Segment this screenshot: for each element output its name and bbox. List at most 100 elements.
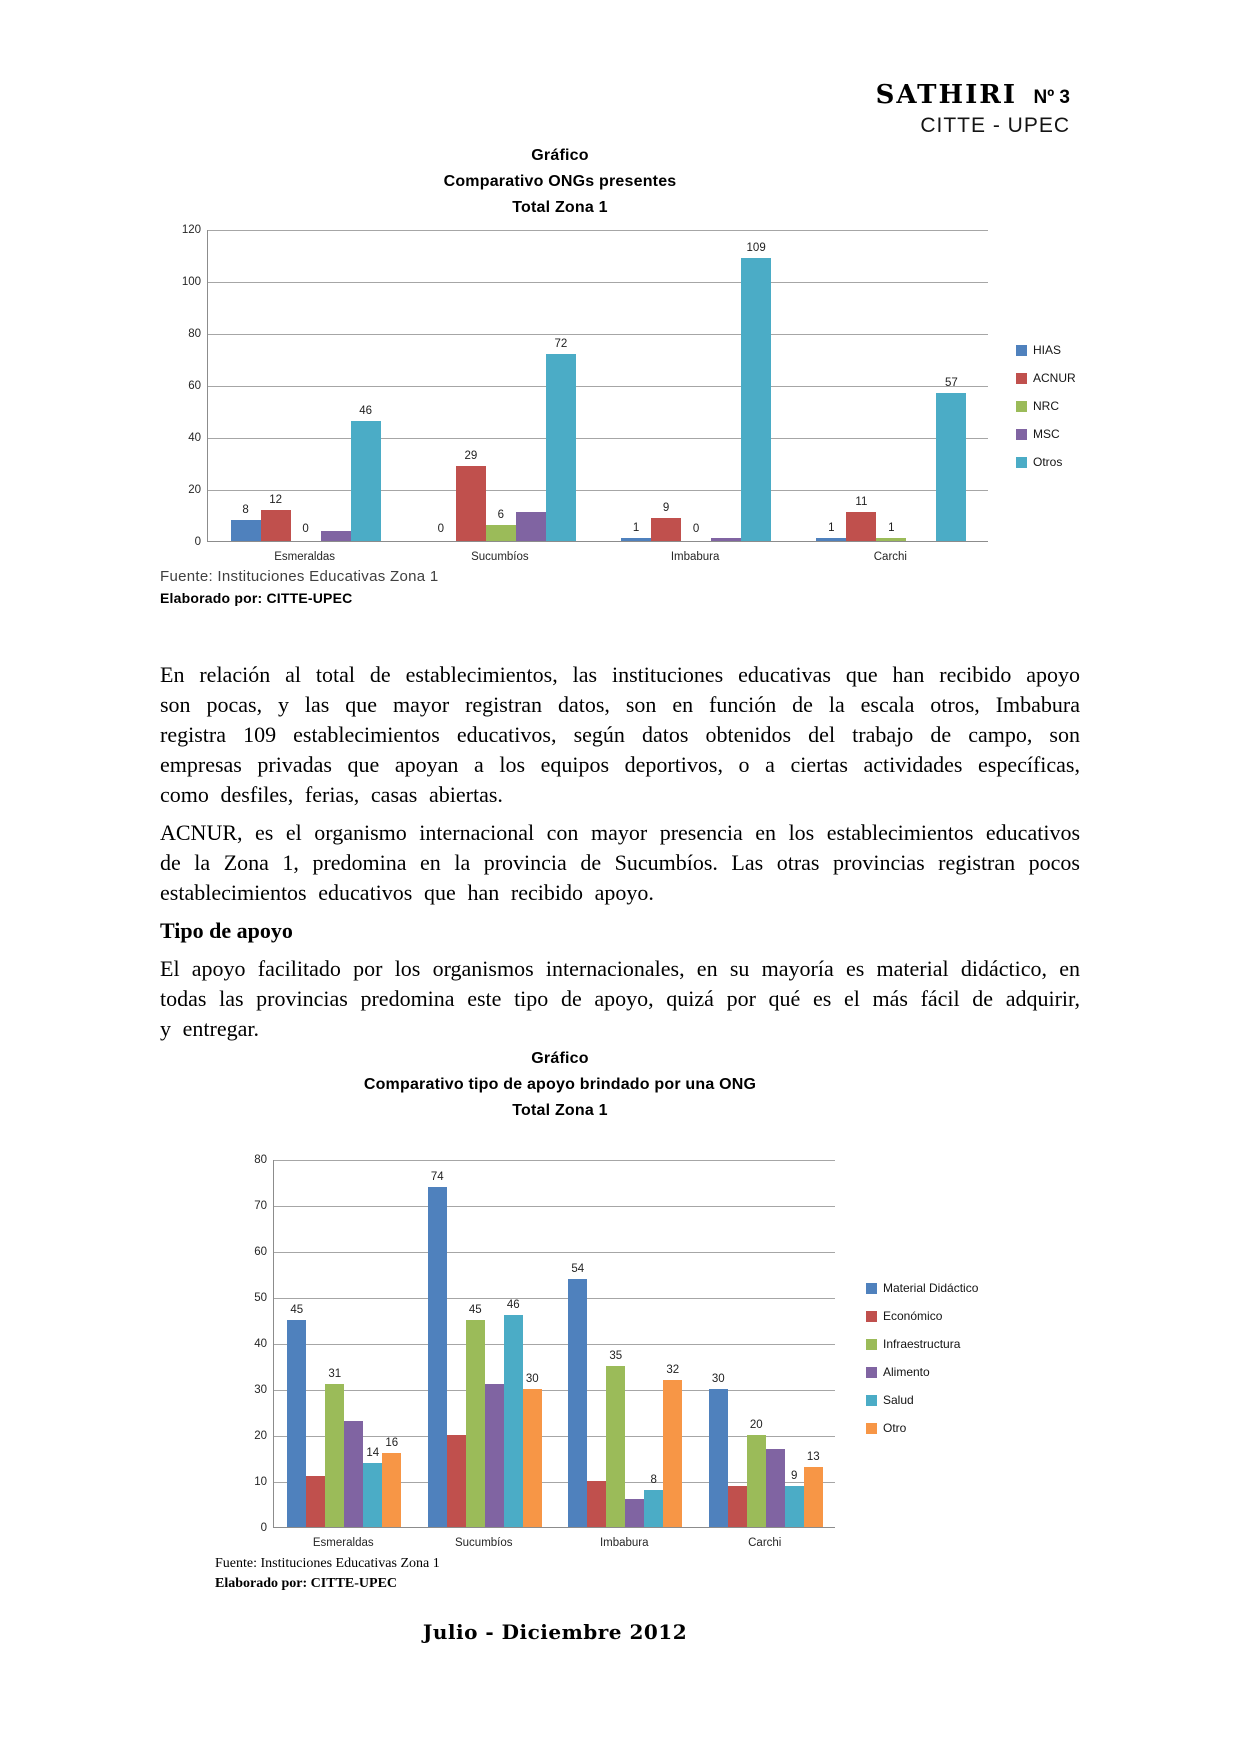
bar-value-label: 12	[269, 493, 283, 506]
bar-slot	[446, 1160, 466, 1527]
legend-item-material-didactico: Material Didáctico	[866, 1281, 978, 1295]
bar-slot: 109	[741, 230, 772, 541]
bar-slot: 74	[427, 1160, 447, 1527]
bar-value-label: 45	[290, 1304, 304, 1316]
chart1-title: Gráfico Comparativo ONGs presentes Total…	[160, 143, 960, 221]
chart1-source-block: Fuente: Instituciones Educativas Zona 1 …	[160, 568, 439, 606]
bar-infraestructura-imbabura	[606, 1366, 626, 1527]
bar-nrc-carchi	[876, 538, 907, 541]
y-axis-tick: 100	[181, 276, 201, 288]
bar-slot: 0	[681, 230, 711, 541]
bar-value-label: 30	[711, 1373, 725, 1385]
bar-otro-sucumbios	[522, 1389, 542, 1527]
bar-slot	[711, 230, 742, 541]
bar-economico-esmeraldas	[306, 1476, 326, 1527]
bar-slot: 16	[382, 1160, 402, 1527]
bar-salud-imbabura	[644, 1490, 664, 1527]
bar-acnur-sucumbios	[455, 465, 486, 541]
bar-slot	[625, 1160, 645, 1527]
bar-slot	[344, 1160, 364, 1527]
bar-group-sucumbios: 0 29 6 72	[403, 230, 598, 541]
bar-value-label: 30	[525, 1373, 539, 1385]
bar-slot: 1	[816, 230, 847, 541]
x-axis-label-imbabura: Imbabura	[599, 1537, 649, 1549]
bar-salud-esmeraldas	[363, 1462, 383, 1527]
bar-slot	[306, 1160, 326, 1527]
gridline	[274, 1482, 835, 1483]
bar-value-label: 9	[791, 1469, 798, 1482]
bar-slot: 72	[545, 230, 576, 541]
bar-value-label: 1	[632, 522, 640, 535]
issue-number: Nº 3	[1033, 87, 1070, 108]
legend-swatch-economico	[866, 1310, 877, 1322]
y-axis-tick: 20	[188, 484, 201, 496]
bar-hias-carchi	[816, 538, 847, 541]
gridline	[274, 1390, 835, 1391]
y-axis-tick: 0	[194, 536, 201, 548]
y-axis-tick: 20	[254, 1430, 267, 1442]
bar-group-esmeraldas: 45 31 14 16	[274, 1160, 415, 1527]
legend-swatch-otro	[866, 1422, 877, 1434]
bar-value-label: 46	[359, 405, 373, 418]
chart2-title-line2: Comparativo tipo de apoyo brindado por u…	[363, 1076, 757, 1093]
legend-item-infraestructura: Infraestructura	[866, 1337, 960, 1351]
bar-otros-esmeraldas	[350, 421, 381, 541]
chart1-elaborated-by: Elaborado por: CITTE-UPEC	[160, 590, 353, 606]
bar-slot: 46	[350, 230, 381, 541]
legend-item-nrc: NRC	[1016, 399, 1059, 413]
bar-group-sucumbios: 74 45 46 30	[415, 1160, 556, 1527]
legend-item-otros: Otros	[1016, 455, 1062, 469]
legend-swatch-otros	[1016, 456, 1027, 468]
paragraph-3: El apoyo facilitado por los organismos i…	[160, 956, 1080, 1041]
bar-value-label: 20	[749, 1419, 763, 1431]
gridline	[208, 230, 988, 231]
legend-label-alimento: Alimento	[883, 1365, 930, 1379]
bar-value-label: 1	[828, 522, 835, 535]
legend-item-economico: Económico	[866, 1309, 942, 1323]
bar-acnur-imbabura	[651, 517, 682, 541]
bar-value-label: 57	[944, 376, 958, 389]
x-axis-label-carchi: Carchi	[873, 551, 907, 563]
bar-value-label: 0	[692, 523, 700, 535]
bar-slot: 6	[485, 230, 516, 541]
journal-title-line: SATHIRI Nº 3	[876, 80, 1070, 110]
chart1-title-line2: Comparativo ONGs presentes	[443, 173, 677, 190]
chart2-elaborated-by: Elaborado por: CITTE-UPEC	[215, 1576, 398, 1591]
bar-value-label: 0	[437, 523, 445, 535]
bar-value-label: 0	[302, 523, 309, 535]
legend-swatch-alimento	[866, 1366, 877, 1378]
y-axis-tick: 60	[188, 380, 201, 392]
bar-slot	[587, 1160, 607, 1527]
legend-swatch-material-didactico	[866, 1282, 877, 1294]
bar-msc-sucumbios	[515, 512, 546, 541]
y-axis-tick: 40	[254, 1338, 267, 1350]
y-axis-tick: 120	[181, 224, 201, 236]
y-axis-tick: 10	[254, 1476, 267, 1488]
bar-slot: 1	[621, 230, 652, 541]
bar-alimento-carchi	[765, 1448, 785, 1527]
bar-slot: 11	[846, 230, 877, 541]
legend-swatch-msc	[1016, 428, 1027, 440]
bar-value-label: 109	[746, 241, 766, 254]
bar-value-label: 13	[806, 1451, 820, 1464]
bar-slot: 29	[455, 230, 486, 541]
bar-slot: 30	[708, 1160, 728, 1527]
bar-acnur-carchi	[846, 512, 877, 541]
bar-slot: 12	[260, 230, 291, 541]
bar-slot	[727, 1160, 747, 1527]
gridline	[208, 282, 988, 283]
bar-value-label: 11	[855, 496, 868, 509]
chart1-plot-area: 8 12 0 46 0 29 6 72 1 9 0 109 1 11 1 57	[207, 230, 988, 542]
bar-value-label: 29	[464, 449, 478, 462]
page-footer: Julio - Diciembre 2012	[422, 1620, 688, 1644]
journal-title: SATHIRI	[875, 80, 1018, 110]
bar-material-didactico-imbabura	[568, 1278, 588, 1527]
y-axis-tick: 80	[188, 328, 201, 340]
bar-salud-sucumbios	[503, 1315, 523, 1527]
bar-infraestructura-sucumbios	[465, 1320, 485, 1527]
y-axis-tick: 50	[254, 1292, 267, 1304]
bar-group-imbabura: 1 9 0 109	[599, 230, 794, 541]
bar-value-label: 6	[497, 509, 505, 522]
bar-slot: 14	[363, 1160, 383, 1527]
x-axis-label-sucumbios: Sucumbíos	[471, 551, 529, 563]
